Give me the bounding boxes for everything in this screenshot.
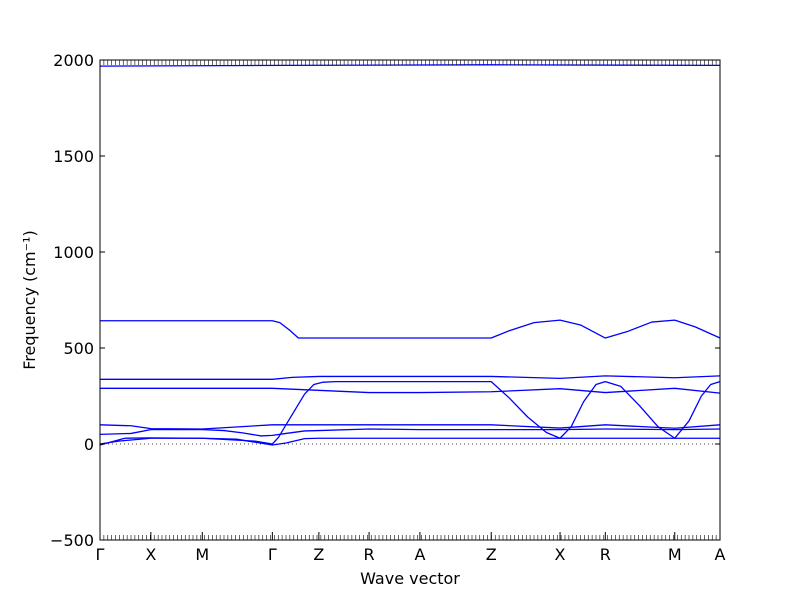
x-tick-label: Γ: [268, 545, 277, 564]
x-axis-label: Wave vector: [360, 569, 460, 588]
axes: −500 0 500 1000 1500 2000 Γ X M Γ Z R A Z X R M A: [50, 51, 725, 564]
y-tick-label: 2000: [53, 51, 94, 70]
y-tick-label: 0: [84, 435, 94, 454]
branch-line-8: [99, 380, 721, 445]
plot-frame: [99, 59, 721, 541]
x-tick-label: X: [145, 545, 156, 564]
branch-line-2: [100, 319, 721, 339]
x-tick-label: X: [555, 545, 566, 564]
x-tick-label: Z: [486, 545, 497, 564]
x-tick-label: M: [668, 545, 682, 564]
plot-area: [99, 64, 721, 446]
branch-line-3: [100, 375, 721, 380]
x-tick-label: M: [195, 545, 209, 564]
y-tick-label: 1000: [53, 243, 94, 262]
y-axis-label: Frequency (cm⁻¹): [20, 230, 39, 369]
branch-line-6: [99, 428, 721, 437]
branch-line-5: [99, 424, 721, 430]
y-tick-label: 1500: [53, 147, 94, 166]
y-tick-label: 500: [63, 339, 94, 358]
x-tick-label: R: [364, 545, 375, 564]
x-tick-label: Z: [313, 545, 324, 564]
x-tick-label: A: [414, 545, 425, 564]
x-tick-label: R: [600, 545, 611, 564]
x-tick-label: Γ: [96, 545, 105, 564]
y-tick-label: −500: [50, 531, 94, 550]
branch-line-4: [100, 387, 721, 394]
x-tick-label: A: [715, 545, 726, 564]
branch-line-1: [99, 64, 721, 67]
